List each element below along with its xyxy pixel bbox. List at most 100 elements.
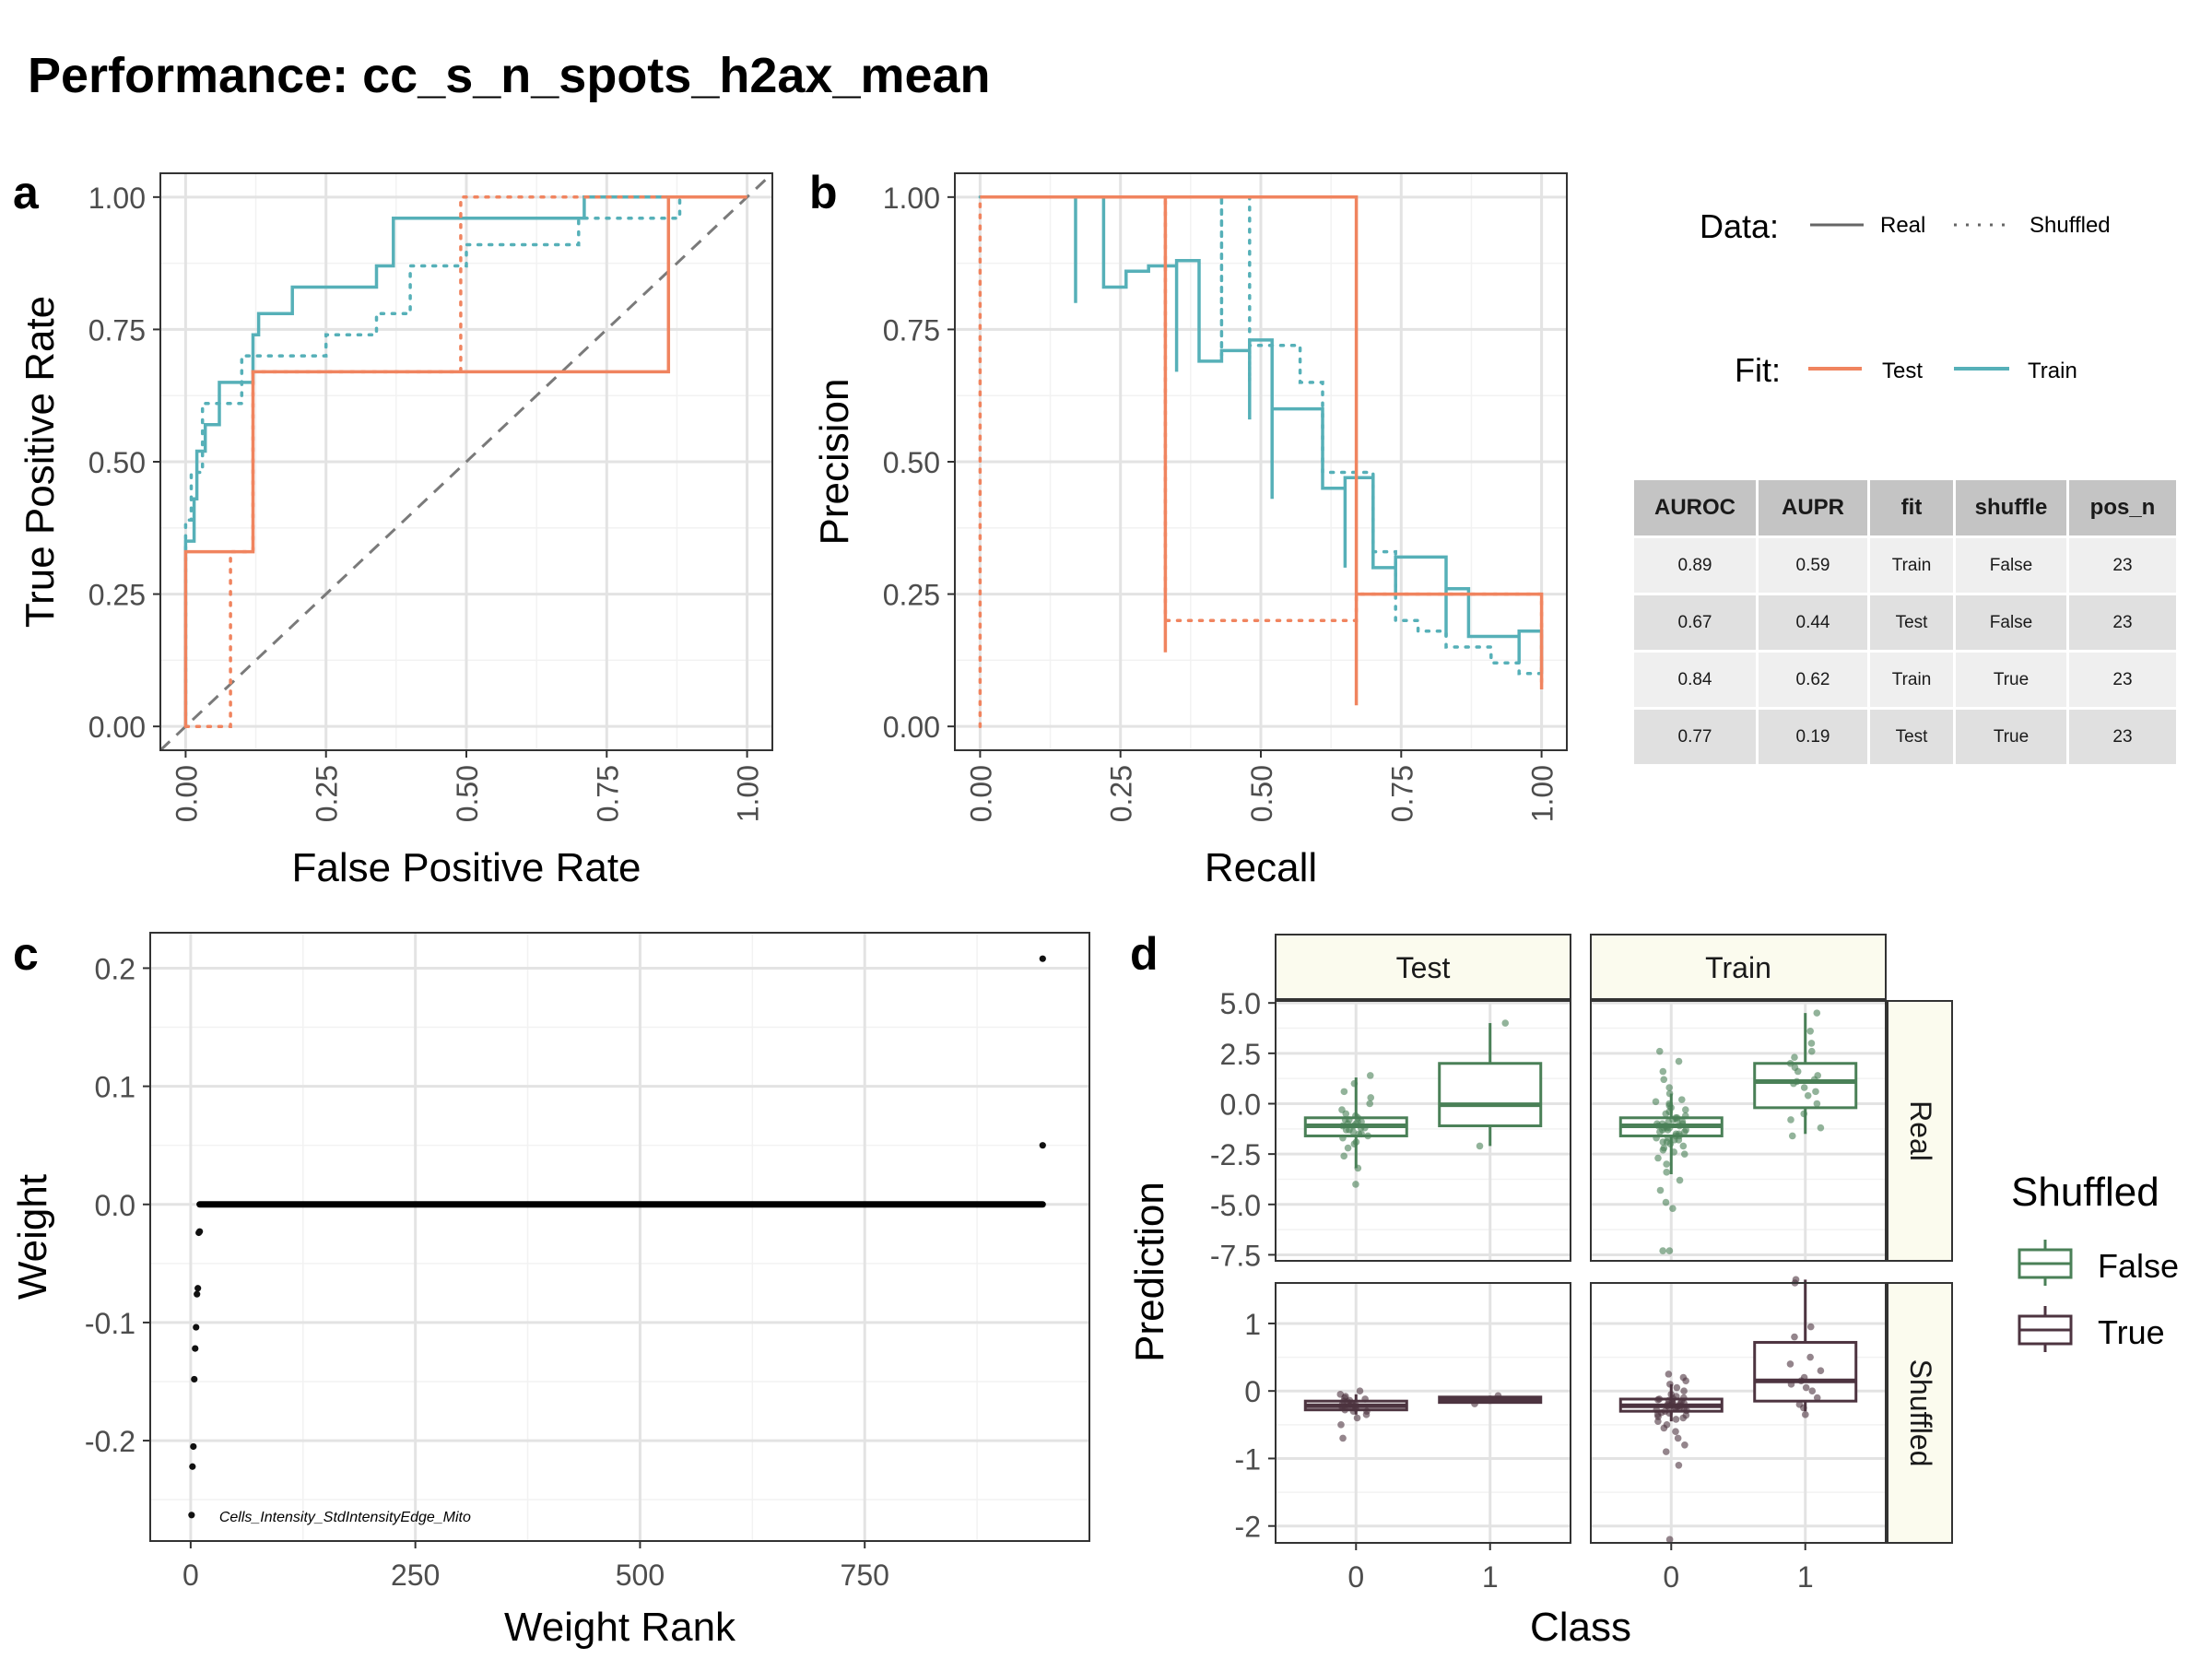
table-cell: 0.62 bbox=[1759, 653, 1867, 707]
panel-label-c: c bbox=[13, 928, 39, 980]
x-tick-label: 1 bbox=[1482, 1560, 1499, 1594]
facet-strip-label: Real bbox=[1904, 1100, 1937, 1161]
table-row: 0.67 0.44 Test False 23 bbox=[1634, 595, 2176, 650]
col-shuffle: shuffle bbox=[1956, 480, 2066, 535]
jitter-point bbox=[1655, 1047, 1664, 1055]
facet-strip-label: Shuffled bbox=[1904, 1359, 1937, 1467]
box-body bbox=[1438, 1062, 1543, 1128]
jitter-point bbox=[1679, 1142, 1688, 1150]
jitter-point bbox=[1338, 1106, 1346, 1113]
jitter-point bbox=[1786, 1360, 1794, 1368]
jitter-point bbox=[1669, 1205, 1677, 1212]
jitter-point bbox=[1656, 1186, 1665, 1194]
jitter-point bbox=[1663, 1421, 1671, 1429]
roc-chart: 0.00 0.00 0.25 0.25 0.50 0.50 0.75 0.75 1.00 1.00… bbox=[18, 171, 774, 890]
jitter-point bbox=[1674, 1434, 1682, 1442]
y-tick-label: -1 bbox=[1235, 1442, 1261, 1476]
jitter-point bbox=[1681, 1106, 1689, 1113]
col-fit: fit bbox=[1870, 480, 1953, 535]
y-tick-label: 1 bbox=[1244, 1308, 1261, 1341]
y-tick-label: -0.1 bbox=[85, 1307, 135, 1340]
jitter-point bbox=[1669, 1394, 1677, 1403]
jitter-point bbox=[1363, 1407, 1371, 1415]
facet-strip-test bbox=[1275, 934, 1571, 1000]
panel-label-b: b bbox=[809, 167, 838, 218]
jitter-point bbox=[1665, 1247, 1674, 1254]
diagonal-reference-line bbox=[159, 171, 774, 752]
jitter-point bbox=[1662, 1198, 1670, 1206]
table-row: 0.89 0.59 Train False 23 bbox=[1634, 538, 2176, 593]
jitter-point bbox=[1658, 1120, 1666, 1128]
y-tick-label: 0.00 bbox=[88, 711, 146, 744]
y-tick-label: 0.0 bbox=[95, 1189, 135, 1222]
jitter-point bbox=[1659, 1067, 1667, 1076]
jitter-point bbox=[1800, 1110, 1808, 1118]
table-cell: True bbox=[1956, 653, 2066, 707]
table-row: 0.77 0.19 Test True 23 bbox=[1634, 710, 2176, 764]
data-point bbox=[196, 1228, 204, 1235]
metrics-table: AUROC AUPR fit shuffle pos_n 0.89 0.59 T… bbox=[1631, 477, 2179, 767]
jitter-point bbox=[1807, 1047, 1816, 1055]
facet-strip-label: Test bbox=[1396, 951, 1451, 984]
data-point bbox=[1039, 955, 1046, 962]
y-tick-label: 0.0 bbox=[1220, 1088, 1261, 1121]
x-tick-label: 0 bbox=[182, 1559, 199, 1592]
x-tick-label: 0.75 bbox=[1385, 765, 1418, 822]
jitter-point bbox=[1494, 1392, 1502, 1400]
x-tick-label: 0 bbox=[1663, 1560, 1679, 1594]
jitter-point bbox=[1662, 1448, 1670, 1455]
facet-border bbox=[1590, 1282, 1887, 1544]
jitter-point bbox=[1659, 1247, 1666, 1254]
legend-train-label: Train bbox=[2028, 359, 2077, 383]
y-tick-label: 0.2 bbox=[95, 952, 135, 985]
plot-border bbox=[149, 932, 1090, 1542]
data-point bbox=[191, 1375, 198, 1383]
legend-data: Data: Real Shuffled bbox=[1700, 207, 2111, 245]
jitter-point bbox=[1806, 1323, 1815, 1331]
jitter-point bbox=[1802, 1411, 1809, 1418]
legend-shuffled: Shuffled False True bbox=[2011, 1170, 2179, 1352]
plot-border bbox=[954, 172, 1568, 751]
legend-data-title: Data: bbox=[1700, 207, 1779, 245]
facet-strip-train bbox=[1590, 934, 1887, 1000]
x-tick-label: 1.00 bbox=[1526, 765, 1559, 822]
jitter-point bbox=[1677, 1096, 1686, 1103]
jitter-point bbox=[1339, 1434, 1347, 1442]
facet-border bbox=[1275, 1000, 1571, 1262]
jitter-point bbox=[1663, 1138, 1671, 1146]
jitter-point bbox=[1652, 1098, 1660, 1106]
x-tick-label: 0.50 bbox=[1245, 765, 1278, 822]
data-point bbox=[194, 1285, 202, 1292]
jitter-point bbox=[1501, 1019, 1510, 1027]
jitter-point bbox=[1361, 1395, 1369, 1403]
y-tick-label: -2 bbox=[1235, 1511, 1261, 1544]
jitter-point bbox=[1788, 1132, 1796, 1140]
legend-shuffled-label: Shuffled bbox=[2030, 213, 2111, 238]
y-tick-label: 0.25 bbox=[88, 579, 146, 612]
x-tick-label: 1 bbox=[1797, 1560, 1814, 1594]
box-body bbox=[1753, 1340, 1858, 1403]
x-axis-label: Class bbox=[1530, 1605, 1631, 1650]
jitter-point bbox=[1813, 1394, 1821, 1402]
jitter-point bbox=[1675, 1461, 1683, 1469]
jitter-point bbox=[1654, 1154, 1662, 1162]
x-axis-label: Weight Rank bbox=[504, 1605, 736, 1650]
jitter-point bbox=[1342, 1126, 1350, 1134]
x-tick-label: 1.00 bbox=[732, 765, 765, 822]
jitter-point bbox=[1339, 1134, 1347, 1142]
jitter-point bbox=[1672, 1416, 1680, 1423]
data-point bbox=[193, 1324, 200, 1331]
jitter-point bbox=[1806, 1353, 1814, 1361]
col-pos-n: pos_n bbox=[2069, 480, 2176, 535]
y-tick-label: 0.1 bbox=[95, 1071, 135, 1104]
legend-fit: Fit: Test Train bbox=[1735, 351, 2077, 389]
y-tick-label: -2.5 bbox=[1210, 1138, 1261, 1171]
y-tick-label: -0.2 bbox=[85, 1425, 135, 1458]
jitter-point bbox=[1356, 1387, 1364, 1394]
legend-false-key bbox=[2018, 1240, 2073, 1286]
table-cell: Test bbox=[1870, 710, 1953, 764]
jitter-point bbox=[1344, 1144, 1352, 1152]
jitter-point bbox=[1807, 1040, 1816, 1047]
panel-label-d: d bbox=[1130, 928, 1159, 980]
x-tick-label: 250 bbox=[391, 1559, 440, 1592]
